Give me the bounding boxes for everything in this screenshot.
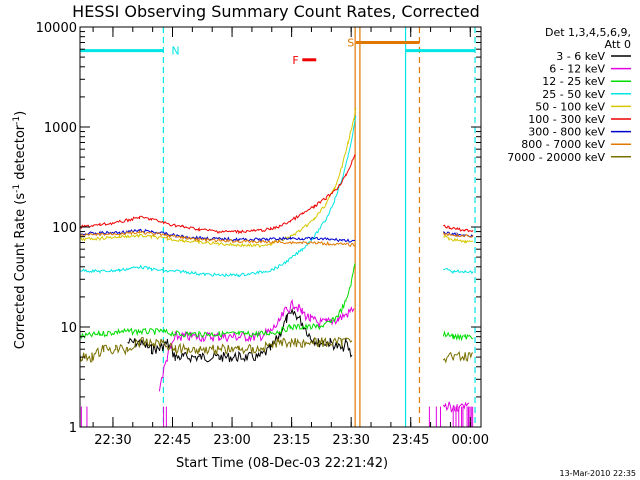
series-after-gap-line-6: [442, 350, 474, 364]
x-tick-label: 23:00: [213, 433, 250, 448]
legend-entry-label: 3 - 6 keV: [556, 50, 605, 63]
series-after-gap-line-4: [443, 267, 474, 275]
legend-entry-label: 800 - 7000 keV: [521, 138, 605, 151]
legend-header-line: Det 1,3,4,5,6,9,: [545, 26, 631, 39]
y-tick-label: 1: [69, 421, 77, 436]
series-after-gap-line-0: [443, 224, 474, 233]
series-after-gap-line-5: [442, 330, 474, 342]
series-line-3: [80, 115, 357, 278]
series-line-1: [158, 298, 355, 392]
plot-frame: [79, 26, 482, 428]
y-tick-label: 10: [60, 321, 77, 336]
annotation-label-0: N: [171, 45, 179, 58]
y-tick-label: 10000: [36, 21, 77, 36]
series-line-7: [80, 229, 356, 247]
plot-lines: [80, 27, 476, 427]
x-tick-label: 23:15: [273, 433, 310, 448]
legend-entry-label: 6 - 12 keV: [549, 63, 605, 76]
series-line-0: [127, 307, 353, 364]
x-tick-label: 23:45: [392, 433, 429, 448]
series-line-8: [80, 336, 353, 363]
y-axis-label-sup: -1: [12, 184, 22, 193]
series-after-gap-line-3: [442, 232, 474, 238]
chart-title: HESSI Observing Summary Count Rates, Cor…: [72, 2, 480, 21]
footer-date: 13-Mar-2010 22:35: [560, 469, 637, 478]
y-tick-label: 1000: [44, 121, 77, 136]
legend-entry-label: 50 - 100 keV: [535, 100, 605, 113]
annotation-label-1: F: [292, 54, 298, 67]
series-after-gap-line-7: [442, 401, 470, 413]
legend-entry-label: 25 - 50 keV: [542, 88, 605, 101]
y-axis-label-sup2: -1: [12, 116, 22, 125]
x-tick-label: 00:00: [452, 433, 489, 448]
y-axis-label-part: Corrected Count Rate (s: [13, 193, 28, 350]
legend-header-line: Att 0: [605, 38, 631, 51]
y-axis-label-close: ): [13, 111, 28, 116]
x-tick-label: 23:30: [332, 433, 369, 448]
series-line-2: [80, 263, 356, 340]
legend-entry-label: 12 - 25 keV: [542, 75, 605, 88]
legend-entry-label: 300 - 800 keV: [528, 126, 605, 139]
y-axis-label-rest: detector: [13, 124, 28, 184]
x-tick-label: 22:45: [154, 433, 191, 448]
y-tick-label: 100: [52, 221, 77, 236]
y-axis-label: Corrected Count Rate (s-1 detector-1): [12, 111, 28, 349]
series-after-gap-line-1: [443, 234, 474, 244]
series-line-4: [80, 107, 357, 248]
plot-area: N F S: [80, 27, 476, 427]
x-axis-label: Start Time (08-Dec-03 22:21:42): [176, 456, 388, 471]
axes: 1 10 100 1000 10000 22:30 22:45 23:00 23:15 23:30…: [36, 21, 489, 448]
x-tick-label: 22:30: [94, 433, 131, 448]
series-line-5: [80, 153, 356, 235]
legend-entry-label: 7000 - 20000 keV: [507, 151, 605, 164]
annotation-label-2: S: [347, 36, 354, 49]
legend-entry-label: 100 - 300 keV: [528, 113, 605, 126]
